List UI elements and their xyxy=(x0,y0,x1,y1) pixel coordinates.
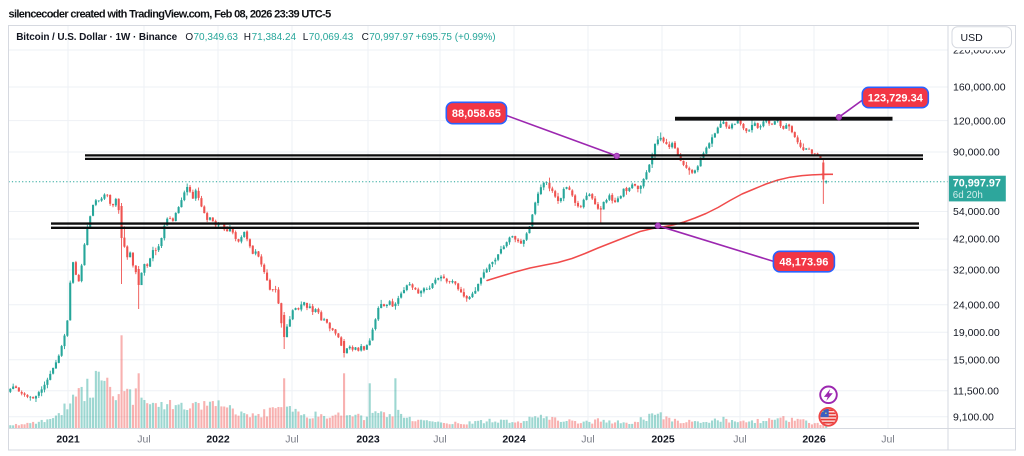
svg-text:Jul: Jul xyxy=(285,434,298,446)
svg-text:+695.75 (+0.99%): +695.75 (+0.99%) xyxy=(416,32,496,43)
svg-text:71,384.24: 71,384.24 xyxy=(252,32,297,43)
svg-text:Jul: Jul xyxy=(881,434,894,446)
svg-text:2022: 2022 xyxy=(206,434,230,446)
svg-text:2021: 2021 xyxy=(56,434,80,446)
svg-text:Bitcoin / U.S. Dollar · 1W · B: Bitcoin / U.S. Dollar · 1W · Binance xyxy=(16,32,177,43)
svg-text:Jul: Jul xyxy=(137,434,150,446)
svg-text:L: L xyxy=(303,32,309,43)
svg-text:11,500.00: 11,500.00 xyxy=(953,386,999,398)
svg-text:54,000.00: 54,000.00 xyxy=(953,206,1000,218)
svg-text:Jul: Jul xyxy=(733,434,746,446)
svg-text:6d 20h: 6d 20h xyxy=(953,190,983,201)
svg-text:19,000.00: 19,000.00 xyxy=(953,327,1000,339)
svg-text:9,100.00: 9,100.00 xyxy=(953,412,994,424)
svg-text:24,000.00: 24,000.00 xyxy=(953,299,1000,311)
svg-text:O: O xyxy=(185,32,193,43)
svg-text:70,069.43: 70,069.43 xyxy=(309,32,354,43)
svg-text:123,729.34: 123,729.34 xyxy=(868,92,924,104)
svg-text:42,000.00: 42,000.00 xyxy=(953,234,1000,246)
svg-text:2023: 2023 xyxy=(356,434,380,446)
svg-text:160,000.00: 160,000.00 xyxy=(953,82,1006,94)
svg-text:70,997.97: 70,997.97 xyxy=(953,177,1001,189)
svg-text:USD: USD xyxy=(961,32,984,44)
svg-text:120,000.00: 120,000.00 xyxy=(953,115,1006,127)
svg-text:32,000.00: 32,000.00 xyxy=(953,265,1000,277)
svg-text:2026: 2026 xyxy=(802,434,826,446)
svg-text:88,058.65: 88,058.65 xyxy=(452,108,501,120)
svg-text:H: H xyxy=(244,32,251,43)
svg-text:2024: 2024 xyxy=(502,434,526,446)
svg-text:C: C xyxy=(362,32,369,43)
svg-text:70,997.97: 70,997.97 xyxy=(369,32,414,43)
svg-text:70,349.63: 70,349.63 xyxy=(194,32,239,43)
svg-text:silencecoder created with Trad: silencecoder created with TradingView.co… xyxy=(9,9,332,21)
svg-text:48,173.96: 48,173.96 xyxy=(779,256,828,268)
svg-text:15,000.00: 15,000.00 xyxy=(953,355,1000,367)
svg-text:2025: 2025 xyxy=(651,434,675,446)
svg-text:Jul: Jul xyxy=(433,434,446,446)
svg-text:90,000.00: 90,000.00 xyxy=(953,147,1000,159)
svg-text:Jul: Jul xyxy=(581,434,594,446)
